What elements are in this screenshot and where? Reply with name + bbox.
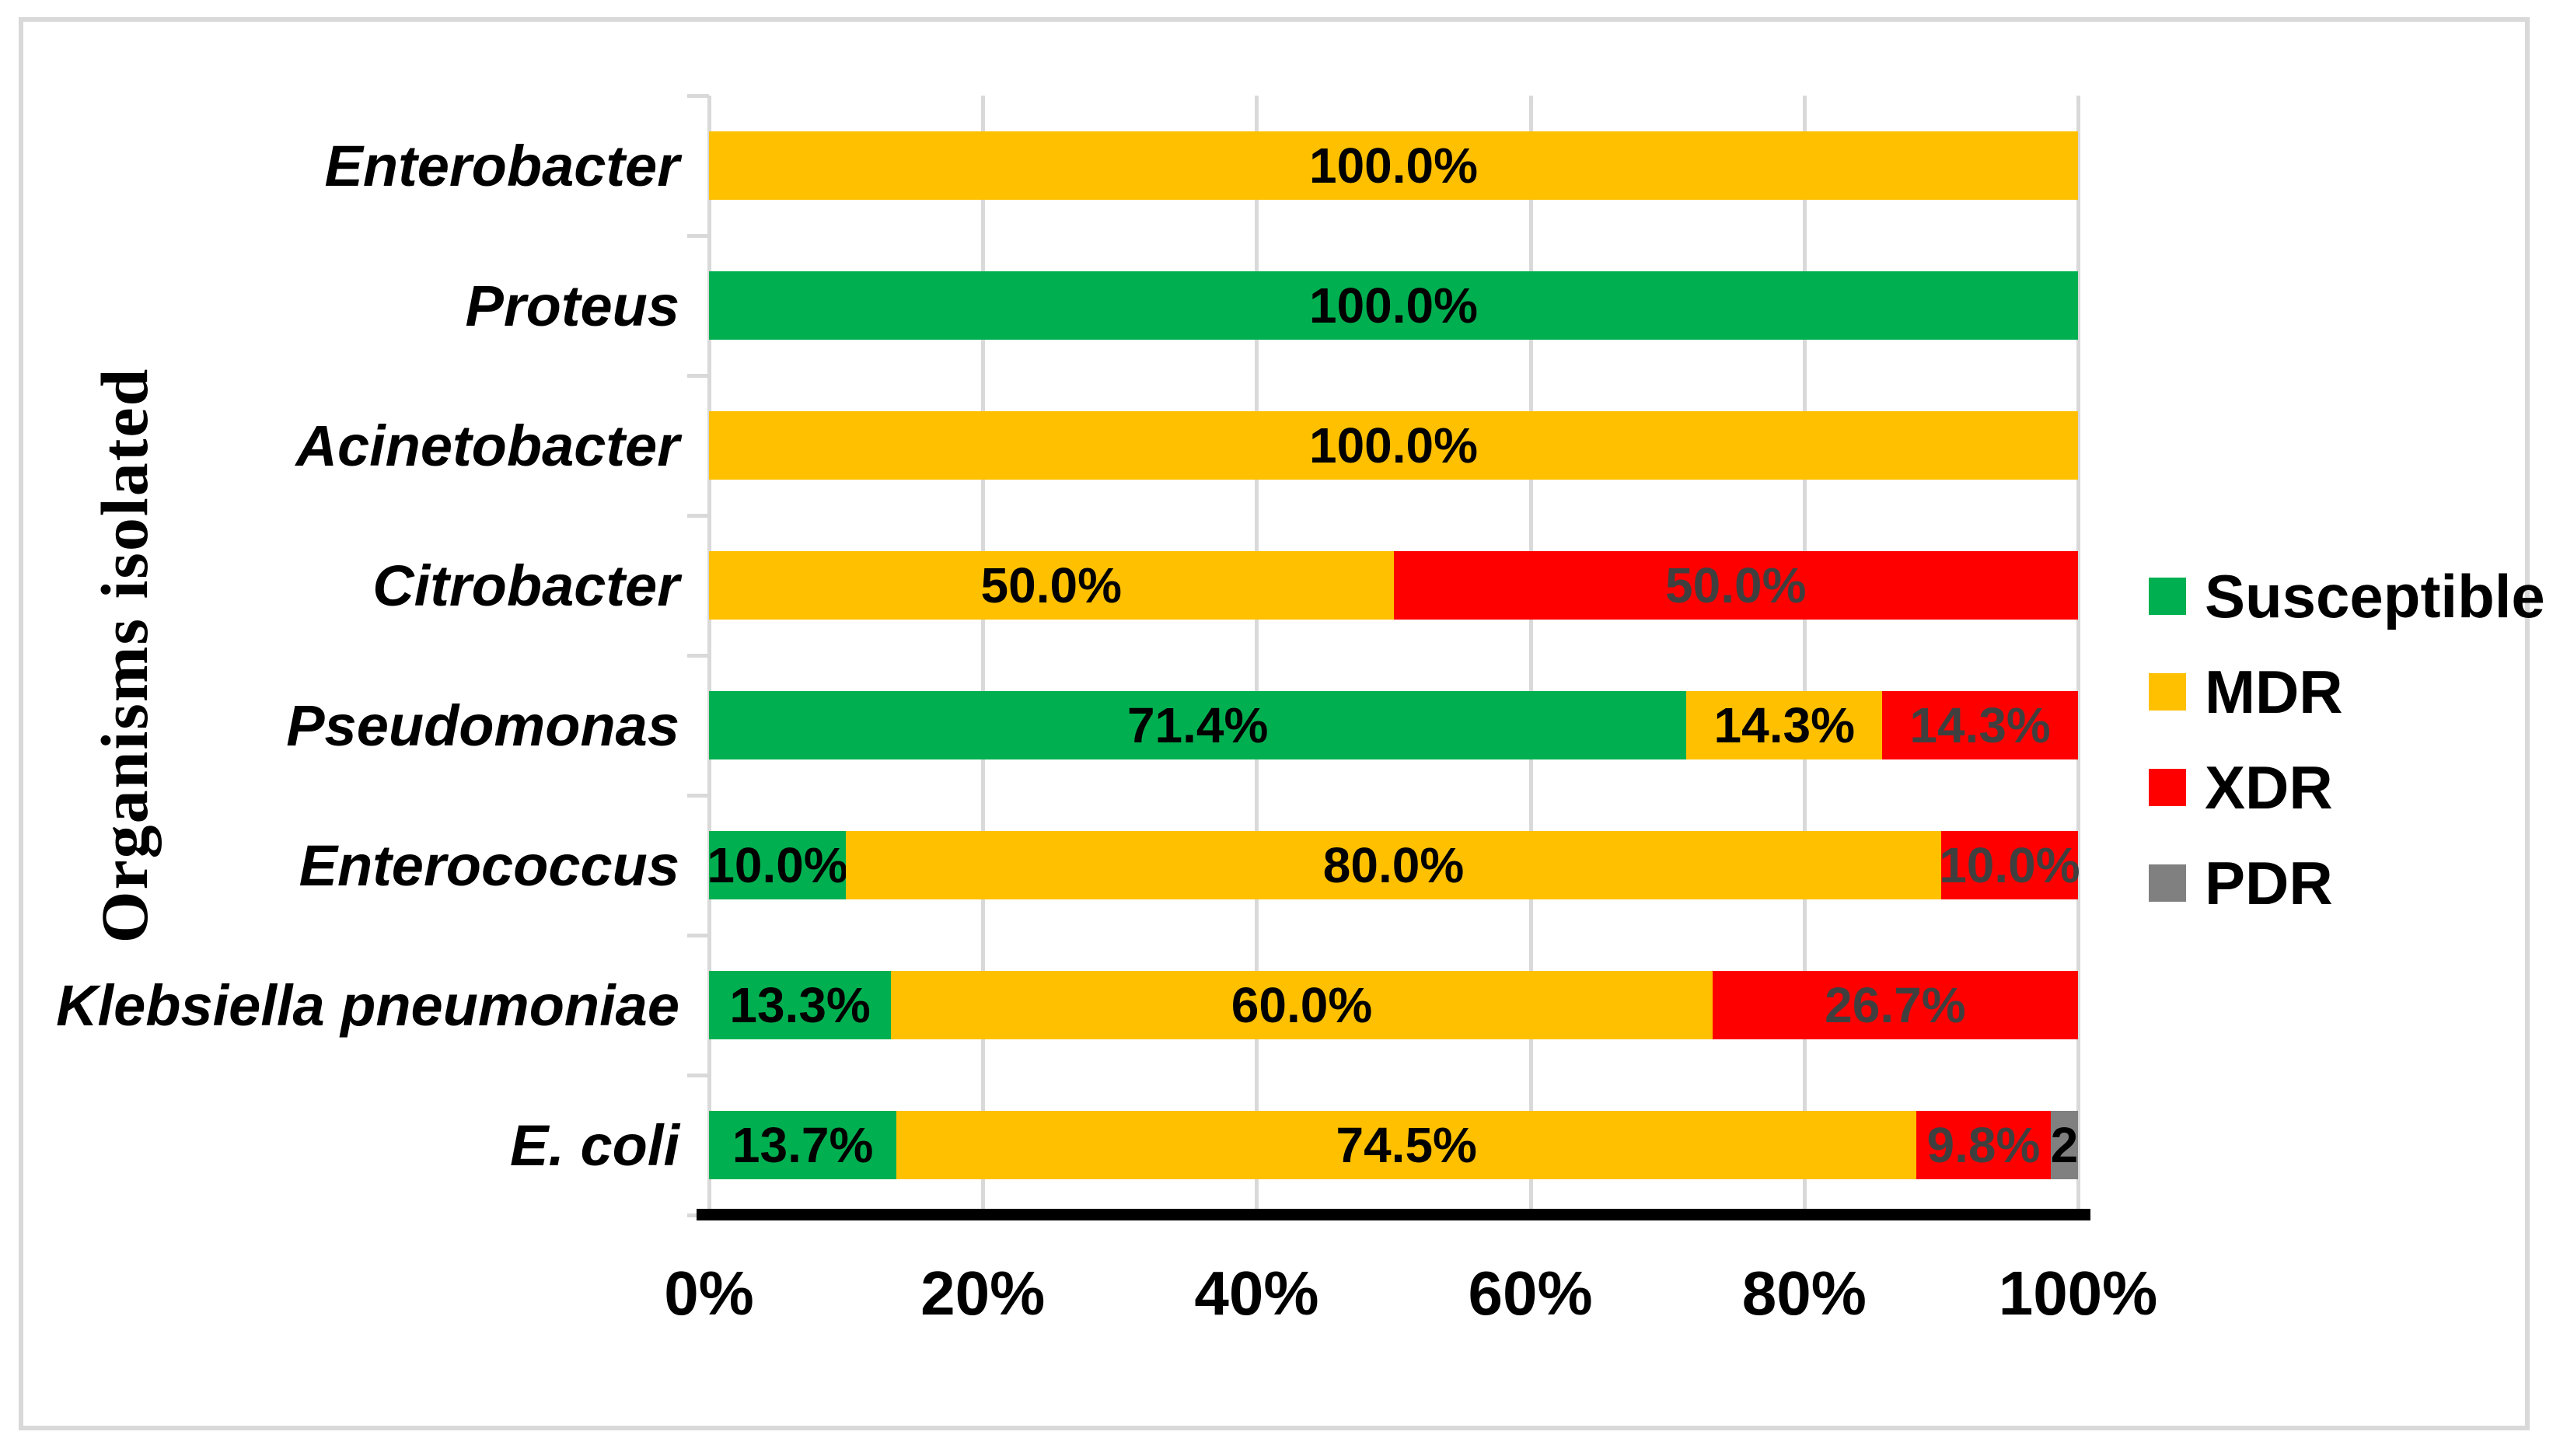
data-label: 74.5% (1336, 1117, 1477, 1173)
x-tick-label: 80% (1741, 1259, 1867, 1328)
legend-item-pdr: PDR (2149, 835, 2514, 931)
x-tick-label: 0% (664, 1259, 754, 1328)
data-label: 10.0% (707, 837, 848, 893)
x-tick-label: 20% (920, 1259, 1046, 1328)
legend-swatch-icon (2149, 672, 2186, 711)
bar-row: 13.7% 74.5% 9.8% 2 (709, 1075, 2078, 1215)
y-axis-tick (687, 654, 709, 658)
category-label: Proteus (465, 273, 679, 338)
y-axis-tick (687, 514, 709, 518)
bar-row: 13.3% 60.0% 26.7% (709, 935, 2078, 1075)
category-label: E. coli (510, 1112, 679, 1178)
legend: Susceptible MDR XDR PDR (2149, 548, 2545, 931)
gridline (1528, 96, 1533, 1215)
data-label: 60.0% (1231, 977, 1373, 1033)
bar-row: 100.0% (709, 375, 2078, 515)
x-axis-line (697, 1209, 2090, 1220)
gridline (2076, 96, 2080, 1215)
bar-track: 100.0% (709, 411, 2078, 480)
chart-figure: Organisms isolated Enterobacter Proteus Ac… (19, 17, 2545, 1430)
legend-item-xdr: XDR (2149, 739, 2514, 835)
data-label: 14.3% (1713, 697, 1855, 753)
bar-row: 71.4% 14.3% 14.3% (709, 655, 2078, 795)
gridline (1255, 96, 1259, 1215)
gridline (981, 96, 986, 1215)
y-axis-tick (687, 1074, 709, 1077)
data-label: 71.4% (1126, 697, 1269, 753)
category-label: Acinetobacter (295, 413, 679, 478)
data-label: 50.0% (980, 557, 1122, 613)
bar-segment-mdr: 74.5% (896, 1111, 1917, 1179)
data-label: 100.0% (1308, 138, 1479, 194)
legend-label: MDR (2205, 657, 2343, 726)
bar-segment-susceptible: 100.0% (709, 271, 2078, 340)
bar-track: 100.0% (709, 131, 2078, 200)
bar-segment-susceptible: 13.7% (709, 1111, 897, 1179)
bar-track: 10.0% 80.0% 10.0% (707, 831, 2080, 899)
x-tick-label: 60% (1468, 1259, 1593, 1328)
data-label: 80.0% (1322, 837, 1465, 893)
legend-item-susceptible: Susceptible (2149, 548, 2545, 644)
y-axis-line (707, 96, 711, 1215)
bar-track: 50.0% 50.0% (709, 551, 2078, 620)
legend-label: Susceptible (2205, 561, 2545, 630)
y-axis-tick (687, 94, 709, 98)
category-label: Pseudomonas (286, 693, 679, 758)
legend-swatch-icon (2149, 864, 2186, 902)
y-axis-tick (687, 234, 709, 238)
legend-swatch-icon (2149, 768, 2186, 806)
legend-label: PDR (2205, 848, 2333, 917)
bar-segment-susceptible: 10.0% (707, 831, 848, 899)
x-tick-label: 40% (1194, 1259, 1319, 1328)
plot-area: 100.0% 100.0% 100.0% 50.0% 50.0% 71.4% 14.3% 14… (687, 94, 2090, 1220)
legend-label: XDR (2205, 752, 2333, 822)
bar-segment-mdr: 100.0% (709, 131, 2078, 200)
bar-track: 13.7% 74.5% 9.8% 2 (709, 1111, 2078, 1179)
category-label: Enterococcus (299, 833, 679, 898)
y-axis-tick (687, 374, 709, 378)
gridline (1802, 96, 1807, 1215)
bar-row: 10.0% 80.0% 10.0% (707, 795, 2080, 935)
y-axis-tick (687, 934, 709, 937)
legend-item-mdr: MDR (2149, 644, 2514, 739)
bar-track: 100.0% (709, 271, 2078, 340)
bar-row: 50.0% 50.0% (709, 515, 2078, 655)
data-label: 9.8% (1926, 1117, 2041, 1173)
category-axis-labels: Enterobacter Proteus Acinetobacter Citrobac… (54, 96, 679, 1215)
bar-track: 13.3% 60.0% 26.7% (709, 971, 2078, 1039)
bar-row: 100.0% (709, 96, 2078, 236)
bar-segment-xdr: 14.3% (1882, 691, 2078, 759)
bar-segment-susceptible: 71.4% (709, 691, 1687, 759)
data-label: 100.0% (1308, 278, 1479, 333)
bar-segment-mdr: 100.0% (709, 411, 2078, 480)
data-label: 14.3% (1909, 697, 2051, 753)
data-label: 13.3% (729, 977, 871, 1033)
x-tick-label: 100% (1998, 1259, 2158, 1328)
bar-segment-mdr: 14.3% (1686, 691, 1883, 759)
bar-segment-xdr: 10.0% (1939, 831, 2080, 899)
bar-track: 71.4% 14.3% 14.3% (709, 691, 2078, 759)
category-label: Klebsiella pneumoniae (56, 972, 679, 1038)
category-label: Enterobacter (324, 133, 679, 198)
bar-segment-xdr: 50.0% (1393, 551, 2078, 620)
bar-segment-mdr: 80.0% (846, 831, 1941, 899)
data-label: 2 (2050, 1117, 2079, 1173)
bar-segment-xdr: 9.8% (1916, 1111, 2051, 1179)
legend-swatch-icon (2149, 577, 2186, 615)
data-label: 26.7% (1825, 977, 1966, 1033)
y-axis-tick (687, 794, 709, 798)
bar-segment-xdr: 26.7% (1712, 971, 2078, 1039)
x-axis-tick-labels: 0% 20% 40% 60% 80% 100% (664, 1258, 2157, 1343)
data-label: 100.0% (1308, 417, 1479, 473)
bar-segment-mdr: 50.0% (709, 551, 1394, 620)
bar-segment-pdr: 2 (2051, 1111, 2078, 1179)
category-label: Citrobacter (372, 553, 679, 618)
bar-segment-susceptible: 13.3% (709, 971, 892, 1039)
data-label: 10.0% (1939, 837, 2080, 893)
bar-row: 100.0% (709, 236, 2078, 375)
bar-segment-mdr: 60.0% (891, 971, 1713, 1039)
data-label: 13.7% (732, 1117, 874, 1173)
data-label: 50.0% (1665, 557, 1807, 613)
